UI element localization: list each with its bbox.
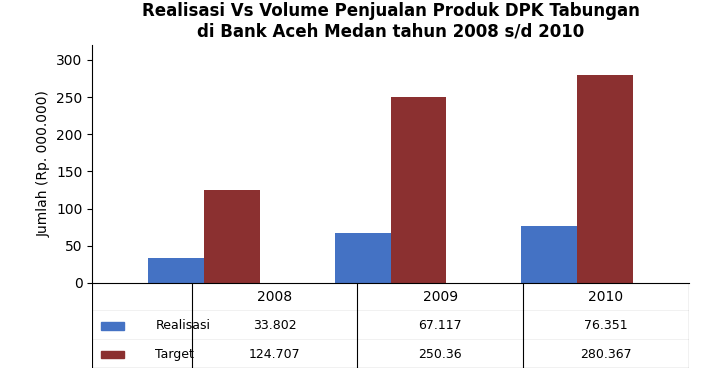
Text: Target: Target xyxy=(155,348,194,361)
Text: 76.351: 76.351 xyxy=(584,319,628,332)
Bar xyxy=(148,258,204,283)
Text: 2008: 2008 xyxy=(257,290,292,304)
Text: 2010: 2010 xyxy=(589,290,623,304)
Text: 280.367: 280.367 xyxy=(580,348,632,361)
Text: 67.117: 67.117 xyxy=(418,319,462,332)
Title: Realisasi Vs Volume Penjualan Produk DPK Tabungan
di Bank Aceh Medan tahun 2008 : Realisasi Vs Volume Penjualan Produk DPK… xyxy=(141,2,640,41)
Text: 33.802: 33.802 xyxy=(253,319,296,332)
Text: Realisasi: Realisasi xyxy=(155,319,210,332)
Bar xyxy=(101,350,124,358)
Bar xyxy=(101,322,124,330)
Text: 2009: 2009 xyxy=(422,290,458,304)
Text: 250.36: 250.36 xyxy=(418,348,462,361)
Bar xyxy=(577,74,633,283)
Bar xyxy=(391,97,447,283)
Y-axis label: Jumlah (Rp. 000.000): Jumlah (Rp. 000.000) xyxy=(37,91,50,237)
Bar xyxy=(521,226,577,283)
Bar xyxy=(204,190,260,283)
Bar xyxy=(334,233,390,283)
Text: 124.707: 124.707 xyxy=(248,348,300,361)
